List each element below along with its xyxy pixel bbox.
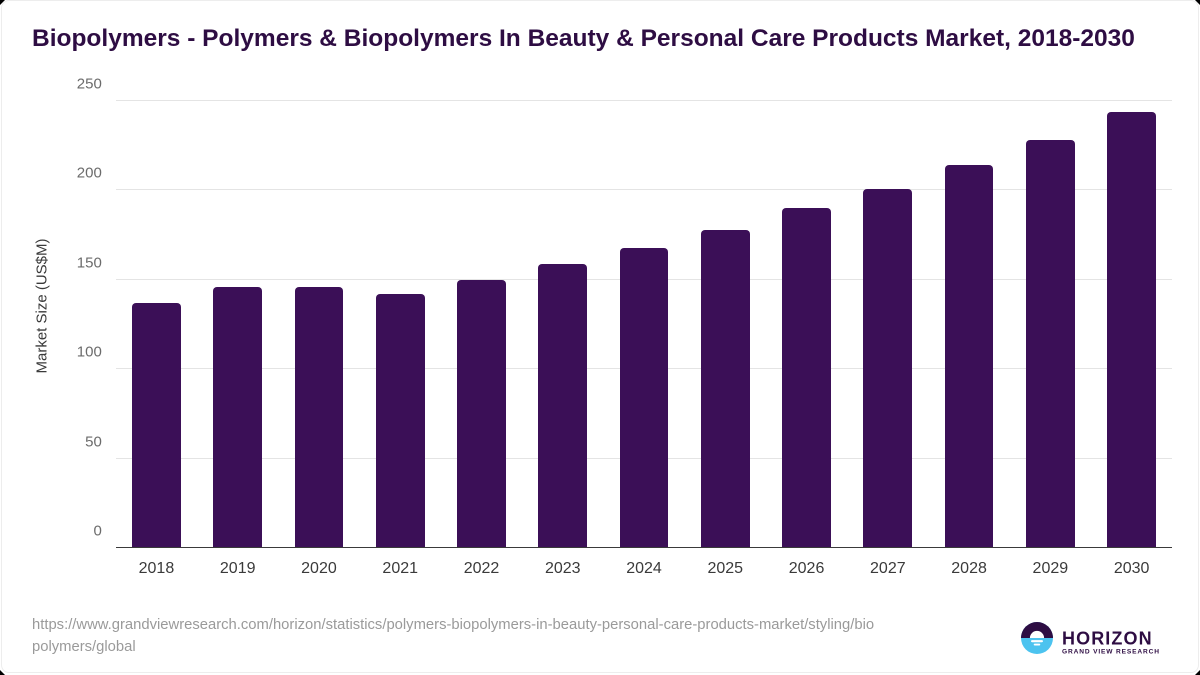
svg-text:HORIZON: HORIZON xyxy=(1062,629,1153,649)
svg-text:GRAND VIEW RESEARCH: GRAND VIEW RESEARCH xyxy=(1062,648,1160,655)
